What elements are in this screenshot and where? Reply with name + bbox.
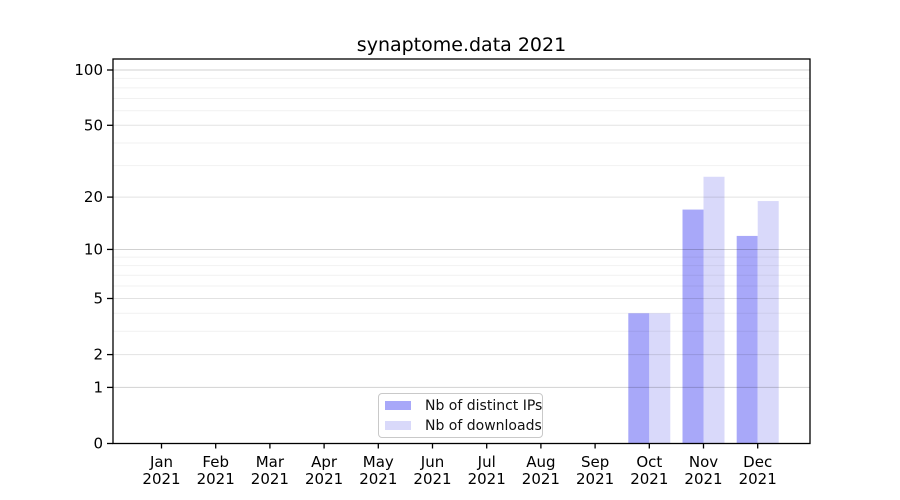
legend-label: Nb of distinct IPs	[425, 397, 543, 414]
x-tick-label-year: 2021	[359, 470, 397, 488]
legend-row: Nb of distinct IPs	[385, 397, 542, 414]
x-tick-label-month: May	[363, 453, 394, 471]
x-tick-label-year: 2021	[305, 470, 343, 488]
legend-swatch-distinct-ips	[385, 401, 411, 410]
bar	[703, 176, 725, 444]
y-tick-label: 10	[84, 240, 103, 258]
y-tick-label: 0	[93, 435, 103, 453]
x-tick-label-year: 2021	[468, 470, 506, 488]
legend-row: Nb of downloads	[385, 417, 542, 434]
x-tick-label-year: 2021	[413, 470, 451, 488]
x-tick-label-month: Sep	[581, 453, 609, 471]
x-tick-label-month: Aug	[526, 453, 555, 471]
legend-label: Nb of downloads	[425, 417, 542, 434]
x-tick-label-month: Jul	[477, 453, 496, 471]
x-tick-label-month: Jun	[420, 453, 444, 471]
bar	[649, 313, 671, 444]
x-tick-label-month: Oct	[636, 453, 662, 471]
x-tick-label-month: Nov	[689, 453, 718, 471]
y-tick-label: 100	[74, 61, 103, 79]
axes-frame	[112, 58, 811, 445]
bar	[682, 209, 704, 444]
legend: Nb of distinct IPs Nb of downloads	[378, 393, 543, 438]
x-tick-label-year: 2021	[142, 470, 180, 488]
bar	[757, 201, 779, 444]
legend-swatch-downloads	[385, 421, 411, 430]
x-tick-label-year: 2021	[522, 470, 560, 488]
x-tick-label-year: 2021	[739, 470, 777, 488]
y-tick-label: 20	[84, 188, 103, 206]
x-tick-label-month: Mar	[256, 453, 285, 471]
x-tick-label-month: Jan	[149, 453, 173, 471]
y-tick-label: 5	[93, 289, 103, 307]
y-tick-label: 2	[93, 346, 103, 364]
bar	[736, 235, 758, 444]
x-tick-label-year: 2021	[251, 470, 289, 488]
chart-title: synaptome.data 2021	[356, 34, 567, 56]
x-tick-label-year: 2021	[197, 470, 235, 488]
x-tick-label-month: Apr	[311, 453, 338, 471]
x-tick-label-year: 2021	[576, 470, 614, 488]
x-tick-label-year: 2021	[630, 470, 668, 488]
bar	[628, 313, 650, 444]
y-tick-label: 1	[93, 378, 103, 396]
x-tick-label-month: Feb	[202, 453, 229, 471]
x-tick-label-year: 2021	[684, 470, 722, 488]
y-tick-label: 50	[84, 116, 103, 134]
x-tick-label-month: Dec	[743, 453, 772, 471]
